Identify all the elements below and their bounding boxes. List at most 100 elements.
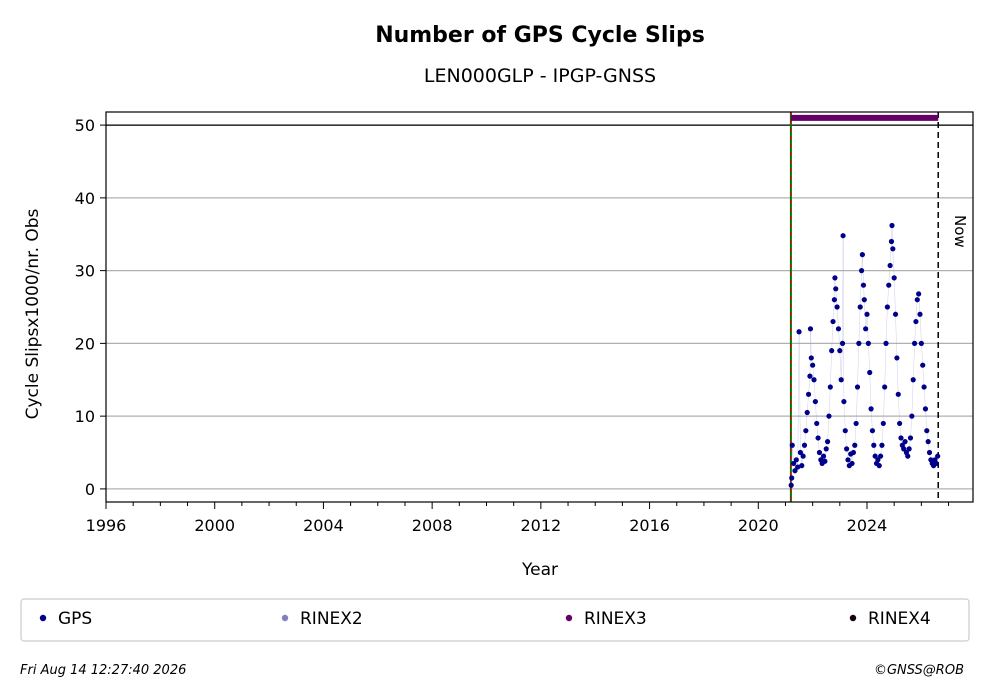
data-point (814, 420, 820, 427)
x-tick-label: 2016 (629, 516, 670, 535)
footer-timestamp: Fri Aug 14 12:27:40 2026 (20, 663, 186, 678)
data-points (788, 222, 941, 488)
data-point (935, 453, 941, 459)
data-point (852, 442, 858, 448)
legend-label: RINEX2 (300, 609, 363, 629)
x-tick-label: 2020 (738, 516, 779, 535)
y-tick-label: 0 (85, 480, 95, 499)
data-point (898, 435, 904, 441)
data-point (905, 453, 911, 459)
now-label: Now (951, 215, 969, 248)
data-point (895, 391, 901, 397)
data-point (831, 297, 837, 303)
legend-marker (849, 614, 857, 622)
data-point (820, 453, 827, 459)
data-point (827, 384, 833, 390)
data-point (897, 420, 903, 427)
x-tick-label: 2008 (412, 516, 453, 535)
data-point (863, 326, 869, 332)
data-point (925, 439, 931, 445)
data-point (869, 428, 876, 434)
data-point (902, 439, 908, 445)
data-point (801, 442, 808, 448)
data-point (804, 409, 810, 416)
data-point (867, 369, 873, 376)
data-point (835, 326, 842, 332)
data-point (839, 340, 846, 346)
data-point (824, 439, 831, 445)
series-line (791, 225, 938, 486)
data-point (795, 464, 801, 470)
data-point (837, 348, 843, 354)
x-tick-label: 2004 (303, 516, 344, 535)
data-point (854, 384, 861, 390)
data-point (800, 453, 806, 459)
data-point (920, 362, 926, 368)
data-point (877, 453, 884, 459)
data-point (875, 457, 881, 463)
data-point (815, 435, 821, 441)
data-point (807, 326, 814, 332)
data-point (789, 442, 795, 448)
data-point (808, 355, 814, 361)
x-axis-label: Year (521, 560, 558, 580)
data-point (916, 291, 922, 297)
data-point (845, 457, 851, 463)
data-point (884, 304, 890, 310)
data-point (882, 384, 888, 390)
data-point (842, 428, 848, 434)
data-point (830, 318, 836, 325)
legend-label: RINEX3 (584, 609, 647, 629)
data-point (886, 282, 892, 288)
data-point (910, 377, 916, 383)
axes: 0 10 20 30 40 50 1996 2000 2004 2008 2012 2016 2020 2… (75, 116, 950, 535)
data-point (834, 304, 840, 310)
legend-marker (565, 614, 573, 622)
data-point (850, 449, 857, 456)
data-point (894, 355, 900, 361)
data-point (797, 449, 804, 456)
data-point (858, 268, 865, 274)
legend-marker (281, 614, 289, 622)
data-point (917, 311, 923, 317)
data-point (890, 246, 896, 252)
data-point (906, 446, 912, 452)
data-point (793, 457, 799, 463)
data-point (872, 453, 878, 459)
legend-box (20, 598, 970, 642)
x-tick-label: 1996 (86, 516, 127, 535)
data-point (799, 463, 805, 469)
legend: GPS RINEX2 RINEX3 RINEX4 (39, 609, 931, 629)
data-point (921, 384, 927, 390)
y-axis-label: Cycle Slipsx1000/nr. Obs (23, 208, 43, 419)
data-point (859, 252, 865, 258)
data-point (913, 318, 919, 325)
plot-frame (105, 111, 974, 503)
data-point (796, 329, 802, 335)
data-point (823, 446, 829, 452)
data-point (864, 311, 870, 317)
data-point (907, 435, 914, 441)
chart-title: Number of GPS Cycle Slips (375, 23, 705, 48)
y-tick-label: 30 (75, 262, 95, 281)
x-tick-label: 2012 (520, 516, 561, 535)
data-point (914, 297, 920, 303)
data-point (871, 442, 877, 448)
data-point (887, 262, 893, 269)
legend-label: GPS (58, 609, 92, 629)
data-point (933, 460, 939, 467)
data-point (816, 449, 823, 456)
y-tick-label: 50 (75, 116, 95, 135)
data-point (861, 297, 867, 303)
data-point (838, 377, 844, 383)
x-tick-label: 2024 (847, 516, 888, 535)
y-tick-label: 10 (75, 407, 95, 426)
data-point (810, 362, 816, 368)
data-point (791, 460, 797, 467)
y-tick-label: 40 (75, 189, 95, 208)
data-point (909, 413, 915, 419)
data-point (876, 463, 882, 469)
data-point (924, 428, 930, 434)
x-tick-label: 2000 (194, 516, 235, 535)
data-point (789, 475, 795, 481)
